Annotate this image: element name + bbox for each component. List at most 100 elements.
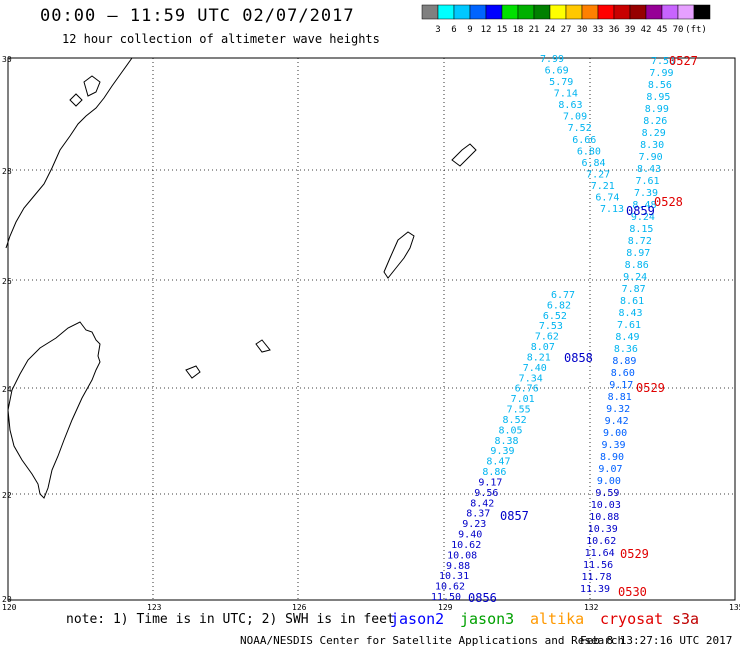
jason2-west-swh-label: 8.21 <box>527 352 551 363</box>
jason2-west-swh-label: 9.39 <box>490 446 514 457</box>
jason2-west-swh-label: 6.52 <box>543 311 567 322</box>
jason2-west-swh-label: 10.31 <box>439 571 469 582</box>
scale-tick-label: 12 <box>481 25 492 35</box>
miyako-island <box>255 339 271 353</box>
jason2-swh-label: 8.56 <box>648 80 672 91</box>
legend-jason2: jason2 <box>390 610 445 628</box>
jason2-west-swh-label: 9.40 <box>458 530 482 541</box>
scale-tick-label: 6 <box>451 25 456 35</box>
jason2-west-swh-label: 7.55 <box>507 405 531 416</box>
jason2-swh-label: 7.61 <box>617 320 641 331</box>
latitude-label: 28 <box>2 167 12 176</box>
jason2-swh-label: 7.39 <box>634 188 658 199</box>
scale-tick-label: 24 <box>545 25 556 35</box>
jason2-swh-label: 9.39 <box>601 440 625 451</box>
generated-time: Feb 8 13:27:16 UTC 2017 <box>580 634 733 647</box>
jason2-west-swh-label: 10.62 <box>451 540 481 551</box>
jason2-west-swh-label: 10.08 <box>447 550 477 561</box>
jason2-west-swh-label: 8.05 <box>499 425 523 436</box>
jason2-west-swh-label: 8.47 <box>486 457 510 468</box>
jason2-west-swh-label: 7.62 <box>535 332 559 343</box>
jason2-west-swh-label: 9.88 <box>446 561 470 572</box>
track-swh-label: 8.63 <box>558 100 582 111</box>
jason2-swh-label: 8.48 <box>632 200 656 211</box>
jason2-west-swh-label: 6.77 <box>551 290 575 301</box>
jason2-west-swh-label: 7.34 <box>519 373 543 384</box>
scale-tick-label: 15 <box>497 25 508 35</box>
cryosat-pass-label: 0528 <box>654 195 683 209</box>
jason2-west-swh-label: 8.37 <box>466 509 490 520</box>
jason2-swh-label: 9.32 <box>606 404 630 415</box>
pass-time-label: 0856 <box>468 591 497 605</box>
jason2-west-swh-label: 10.62 <box>435 582 465 593</box>
latitude-label: 24 <box>2 385 12 394</box>
jason2-swh-label: 9.00 <box>597 476 621 487</box>
jason2-swh-label: 10.62 <box>586 536 616 547</box>
track-swh-label: 6.84 <box>581 158 605 169</box>
jason2-west-swh-label: 8.38 <box>494 436 518 447</box>
jason2-west-swh-label: 9.17 <box>478 477 502 488</box>
cryosat-pass-label: 0530 <box>618 585 647 599</box>
jason2-swh-label: 8.90 <box>600 452 624 463</box>
jason2-swh-label: 7.99 <box>649 68 673 79</box>
jason2-swh-label: 9.24 <box>623 272 647 283</box>
scale-tick-label: 45 <box>657 25 668 35</box>
jason2-swh-label: 10.88 <box>589 512 619 523</box>
map-frame <box>7 57 736 601</box>
jason2-swh-label: 8.43 <box>618 308 642 319</box>
legend-altika: altika <box>530 610 585 628</box>
pass-time-label: 0859 <box>626 204 655 218</box>
track-swh-label: 7.99 <box>540 54 564 65</box>
jason2-swh-label: 10.03 <box>591 500 621 511</box>
jason2-swh-label: 8.30 <box>640 140 664 151</box>
cryosat-pass-label: 0527 <box>669 54 698 68</box>
jason2-swh-label: 8.49 <box>615 332 639 343</box>
pass-time-label: 0857 <box>500 509 529 523</box>
jason2-swh-label: 8.97 <box>626 248 650 259</box>
latitude-label: 30 <box>2 55 12 64</box>
jason2-swh-label: 8.36 <box>614 344 638 355</box>
jason2-swh-label: 9.00 <box>603 428 627 439</box>
jason2-swh-label: 7.58 <box>651 56 675 67</box>
jason2-west-swh-label: 6.82 <box>547 300 571 311</box>
jason2-swh-label: 8.43 <box>637 164 661 175</box>
ryukyu-island <box>383 231 415 279</box>
footer-note: note: 1) Time is in UTC; 2) SWH is in fe… <box>66 612 395 627</box>
figure-title: 00:00 – 11:59 UTC 02/07/2017 <box>40 6 355 26</box>
jason2-swh-label: 8.95 <box>646 92 670 103</box>
latitude-label: 26 <box>2 277 12 286</box>
jason2-swh-label: 11.56 <box>583 560 613 571</box>
jason2-swh-label: 9.07 <box>598 464 622 475</box>
legend-jason3: jason3 <box>460 610 515 628</box>
satellite-tracks: 7.587.998.568.958.998.268.298.307.908.43… <box>431 54 698 605</box>
scale-tick-label: 21 <box>529 25 540 35</box>
track-swh-label: 5.79 <box>549 77 573 88</box>
legend-cryosat: cryosat <box>600 610 664 628</box>
color-scale-legend: 3 6 9 12 15 18 21 24 27 30 33 36 39 42 45 70 (ft) <box>421 4 711 35</box>
scale-swatch <box>693 4 711 20</box>
scale-tick-label: 30 <box>577 25 588 35</box>
track-swh-label: 6.80 <box>577 146 601 157</box>
jason2-swh-label: 9.24 <box>631 212 655 223</box>
jason2-swh-label: 8.81 <box>608 392 632 403</box>
track-swh-label: 6.66 <box>572 135 596 146</box>
figure-subtitle: 12 hour collection of altimeter wave hei… <box>62 32 380 46</box>
jason2-west-swh-label: 7.40 <box>523 363 547 374</box>
scale-tick-label: 39 <box>625 25 636 35</box>
ishigaki-island <box>185 365 201 379</box>
longitude-label: 129 <box>438 603 453 612</box>
longitude-label: 132 <box>584 603 599 612</box>
legend-s3a: s3a <box>672 610 700 628</box>
jason2-swh-label: 9.59 <box>595 488 619 499</box>
jason2-swh-label: 8.29 <box>642 128 666 139</box>
track-swh-label: 6.69 <box>545 66 569 77</box>
scale-tick-label: 70 <box>673 25 684 35</box>
scale-tick-label: 3 <box>435 25 440 35</box>
track-swh-label: 6.74 <box>595 192 619 203</box>
jason2-west-swh-label: 11.50 <box>431 592 461 603</box>
taiwan-coastline <box>7 321 101 499</box>
jason2-swh-label: 8.89 <box>612 356 636 367</box>
